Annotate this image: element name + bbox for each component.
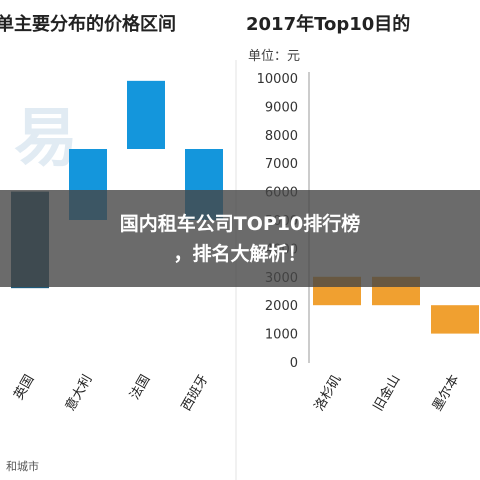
left-category-label-3: 西班牙	[179, 373, 211, 414]
right-category-label-2: 墨尔本	[430, 373, 462, 414]
y-tick-label-0: 0	[290, 356, 298, 371]
left-category-label-0: 英国	[11, 373, 37, 403]
y-tick-label-9: 9000	[265, 100, 298, 115]
y-tick-label-8: 8000	[265, 129, 298, 144]
source-note: 和城市	[6, 459, 39, 473]
y-tick-label-10: 10000	[257, 72, 298, 87]
right-category-label-1: 旧金山	[370, 372, 403, 414]
watermark-glyph: 易	[14, 102, 78, 176]
left-category-label-1: 意大利	[62, 372, 95, 414]
y-tick-label-7: 7000	[265, 157, 298, 172]
right-category-label-0: 洛杉矶	[312, 373, 344, 414]
right-bar-2	[431, 305, 479, 334]
title-overlay-banner: 国内租车公司TOP10排行榜 ，排名大解析！	[0, 190, 480, 287]
y-tick-label-2: 2000	[265, 299, 298, 314]
left-chart-title: 单主要分布的价格区间	[0, 13, 176, 35]
left-category-label-2: 法国	[127, 373, 153, 403]
overlay-title-line1: 国内租车公司TOP10排行榜	[119, 212, 361, 235]
overlay-title-line2: ，排名大解析！	[173, 242, 307, 265]
left-bar-2	[127, 80, 165, 149]
y-tick-label-1: 1000	[265, 328, 298, 343]
right-chart-title: 2017年Top10目的	[246, 13, 410, 35]
unit-label: 单位：元	[248, 49, 300, 64]
